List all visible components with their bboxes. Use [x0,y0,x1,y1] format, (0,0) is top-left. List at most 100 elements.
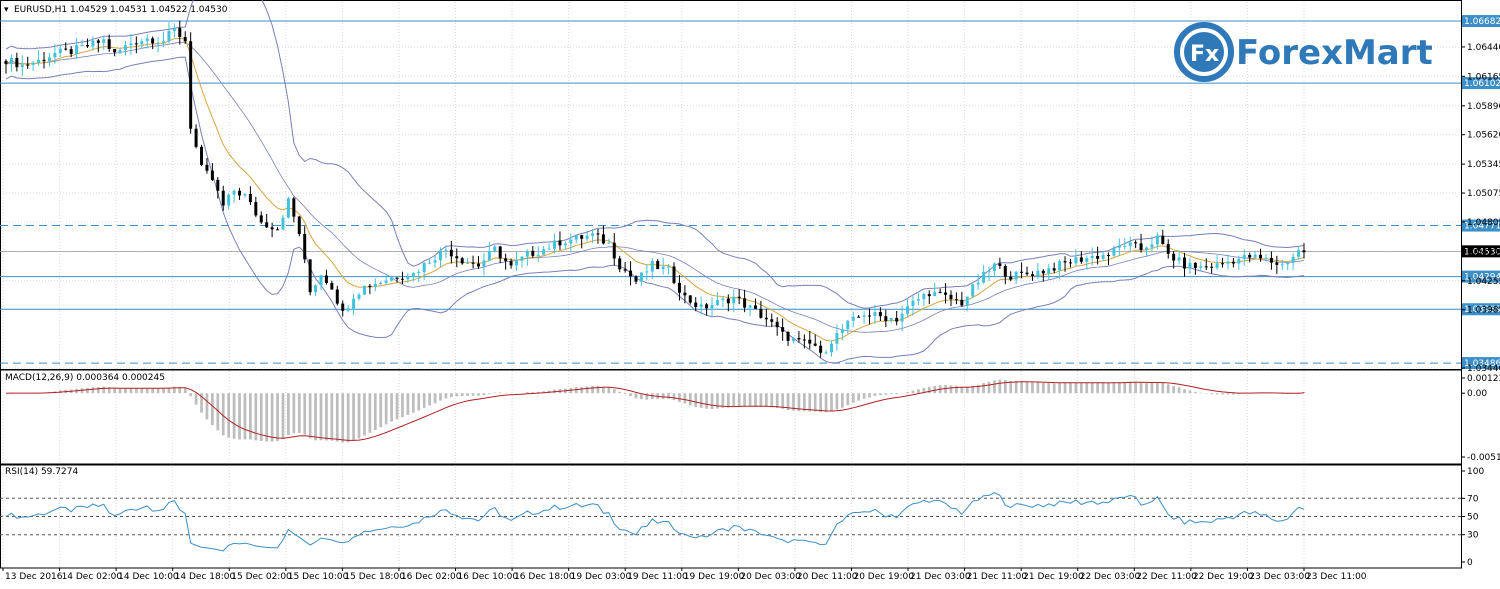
candle-body [113,49,117,53]
candle-body [536,254,540,256]
candle-body [525,250,529,257]
candle-body [1123,245,1127,247]
candle-body [732,296,736,304]
candle-body [15,57,19,68]
candle-body [737,296,741,299]
level-label: 1.06102 [1464,79,1500,89]
bollinger-bands [5,0,1305,364]
candle-body [210,170,214,180]
candle-body [601,234,605,244]
candle-body [1139,243,1143,250]
symbol-ohlc-label: EURUSD,H1 1.04529 1.04531 1.04522 1.0453… [14,5,228,15]
candle-body [558,240,562,246]
candle-body [31,62,35,65]
macd-signal-line [5,381,1305,441]
candle-body [341,303,345,311]
candle-body [178,27,182,38]
time-tick-label: 16 Dec 10:00 [458,572,519,582]
candle-body [102,39,106,43]
candle-body [379,282,383,285]
candle-body [1231,261,1235,264]
candle-body [406,277,410,280]
candle-body [710,305,714,309]
candle-body [1079,257,1083,262]
time-tick-label: 19 Dec 03:00 [571,572,632,582]
bollinger-upper-line [5,0,1305,309]
price-tick-label: 1.04530 [1467,247,1500,257]
dropdown-arrow-icon[interactable]: ▾ [4,5,9,15]
time-tick-label: 20 Dec 11:00 [797,572,858,582]
candle-body [960,299,964,306]
candle-body [91,40,95,47]
rsi-tick-label: 70 [1467,494,1479,504]
candle-body [1003,266,1007,277]
time-tick-label: 14 Dec 18:00 [175,572,236,582]
candle-body [482,260,486,267]
candle-body [286,198,290,218]
candle-body [1286,262,1290,265]
candle-body [1242,254,1246,259]
price-tick-label: 1.06440 [1467,43,1500,53]
candle-body [395,277,399,279]
candle-body [1058,261,1062,271]
candle-body [26,64,30,66]
candle-body [1226,261,1230,264]
level-label: 1.03486 [1464,359,1500,369]
level-badge [1462,270,1500,283]
rsi-tick-label: 50 [1467,513,1479,523]
logo-ring-icon [1174,22,1234,82]
candle-body [455,256,459,259]
candle-body [976,282,980,285]
candle-body [715,300,719,306]
candle-body [194,128,198,147]
candle-body [916,299,920,301]
macd-panel-frame [0,369,1462,465]
level-label: 1.06682 [1464,17,1500,27]
candle-body [1188,262,1192,269]
level-label: 1.04294 [1464,273,1500,283]
candle-body [357,294,361,299]
candle-body [634,276,638,282]
candle-body [221,190,225,206]
horizontal-levels[interactable]: 1.06682 1.06102 1.04771 1.04294 1.03989 1.034… [0,15,1500,370]
candle-body [884,316,888,321]
candle-body [80,44,84,46]
candle-body [151,38,155,44]
candle-body [140,41,144,45]
time-tick-label: 15 Dec 10:00 [288,572,349,582]
candle-body [1117,246,1121,248]
candle-body [75,45,79,54]
candle-body [1112,247,1116,256]
candle-body [1025,272,1029,275]
candle-body [352,298,356,309]
candle-body [460,258,464,264]
candle-body [1041,270,1045,274]
candle-body [618,258,622,270]
candle-body [276,229,280,231]
candle-body [1009,276,1013,280]
candle-body [64,48,68,50]
candle-body [889,317,893,321]
candle-body [569,239,573,244]
candle-body [824,352,828,354]
candle-body [1068,262,1072,264]
price-tick-label: 1.04805 [1467,218,1500,228]
candle-body [835,333,839,344]
time-tick-label: 16 Dec 18:00 [514,572,575,582]
candle-body [1052,268,1056,271]
candle-body [1101,255,1105,259]
candle-body [802,339,806,341]
candle-body [639,272,643,282]
candle-body [1215,263,1219,268]
candle-body [477,263,480,267]
candle-body [688,295,692,303]
candle-body [346,308,350,311]
candle-body [585,235,589,239]
candle-body [259,215,263,223]
time-tick-label: 13 Dec 2016 [5,572,63,582]
rsi-tick-label: 0 [1467,558,1473,568]
candle-body [1259,254,1263,259]
candle-body [1106,255,1110,257]
